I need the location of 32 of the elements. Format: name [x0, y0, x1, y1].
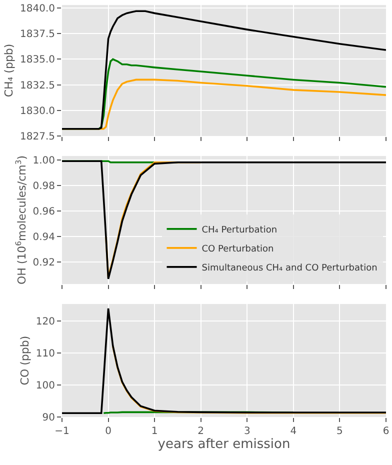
- y-axis-title: CH₄ (ppb): [2, 44, 16, 98]
- y-tick-label: 0.98: [32, 180, 55, 192]
- y-tick-label: 120: [36, 316, 55, 328]
- x-axis-title: years after emission: [158, 437, 290, 452]
- x-tick-label: 6: [382, 426, 390, 437]
- y-tick-label: 0.92: [32, 258, 55, 269]
- y-tick-label: 1837.5: [20, 29, 55, 40]
- y-tick-label: 0.96: [32, 206, 55, 218]
- legend-label: CH₄ Perturbation: [202, 225, 278, 236]
- x-tick-label: 1: [151, 426, 158, 437]
- y-tick-label: 0.94: [32, 232, 55, 244]
- y-tick-label: 100: [36, 380, 55, 392]
- x-tick-label: 5: [336, 426, 343, 437]
- y-tick-label: 1830.0: [20, 106, 55, 117]
- y-tick-label: 90: [42, 412, 55, 424]
- y-tick-label: 1835.0: [20, 54, 55, 66]
- legend-label: CO Perturbation: [202, 244, 274, 254]
- y-tick-label: 1840.0: [20, 4, 55, 15]
- x-tick-label: 2: [198, 426, 204, 437]
- x-tick-label: 3: [244, 426, 250, 437]
- y-tick-label: 1827.5: [20, 132, 55, 142]
- x-tick-label: −1: [54, 426, 70, 437]
- x-tick-label: 4: [290, 426, 297, 437]
- legend-label: Simultaneous CH₄ and CO Perturbation: [202, 263, 378, 274]
- y-tick-label: 1832.5: [20, 80, 55, 92]
- y-tick-label: 110: [36, 348, 55, 360]
- line-series: [62, 160, 386, 280]
- line-series: [62, 308, 386, 414]
- y-tick-label: 1.00: [32, 155, 55, 166]
- y-axis-title: CO (ppb): [18, 336, 32, 386]
- line-series: [62, 10, 386, 130]
- x-tick-label: 0: [105, 426, 112, 437]
